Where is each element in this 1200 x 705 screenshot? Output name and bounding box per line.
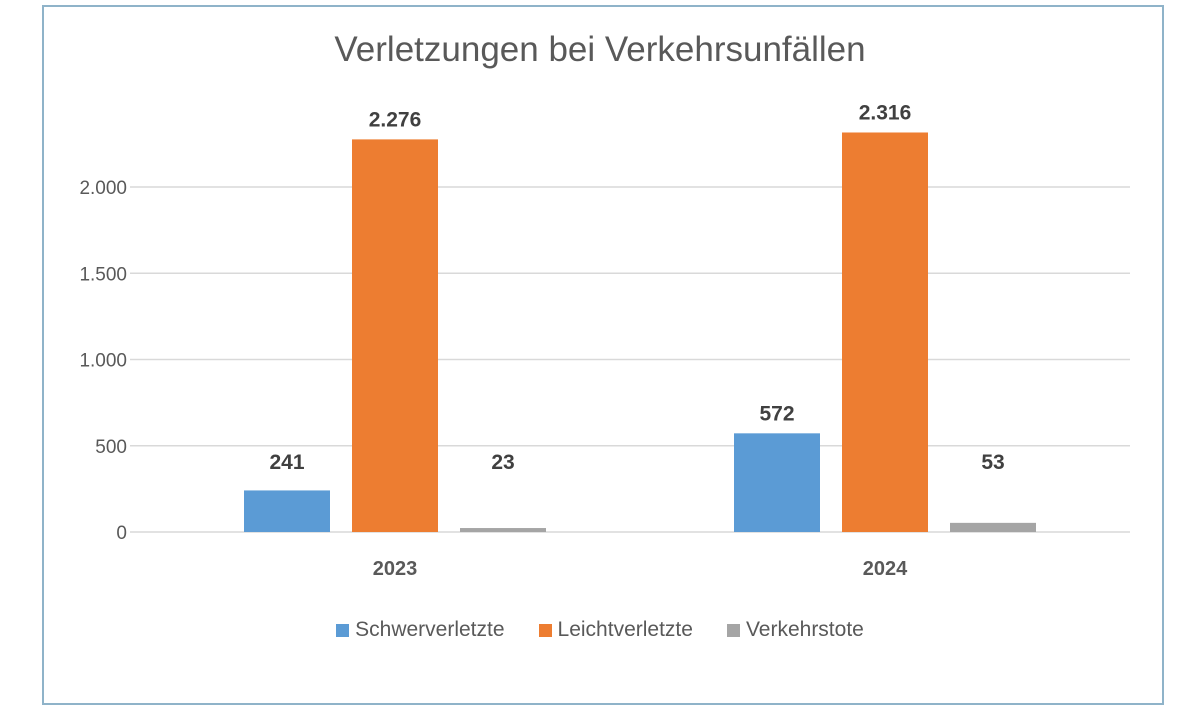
y-tick-label: 1.000 xyxy=(79,351,127,372)
x-tick-label: 2023 xyxy=(373,558,418,580)
legend-swatch xyxy=(726,623,740,637)
data-label: 23 xyxy=(491,451,514,474)
bar-leichtverletzte-2024 xyxy=(842,132,928,533)
data-label: 572 xyxy=(759,402,794,425)
bar-verkehrstote-2023 xyxy=(460,528,546,532)
y-tick-label: 1.500 xyxy=(79,264,127,285)
legend-label: Schwerverletzte xyxy=(355,618,505,641)
legend-item: Schwerverletzte xyxy=(336,618,505,642)
legend-swatch xyxy=(538,623,552,637)
legend-label: Verkehrstote xyxy=(745,618,864,641)
y-tick-label: 0 xyxy=(116,523,127,544)
legend: Schwerverletzte Leichtverletzte Verkehrsto… xyxy=(0,618,1200,642)
legend-label: Leichtverletzte xyxy=(557,618,693,641)
y-tick-label: 500 xyxy=(95,437,127,458)
data-label: 2.276 xyxy=(369,108,422,131)
data-label: 2.316 xyxy=(859,101,912,124)
chart-frame xyxy=(42,5,1164,705)
bar-schwerverletzte-2023 xyxy=(244,490,330,532)
bar-leichtverletzte-2023 xyxy=(352,139,438,532)
legend-item: Verkehrstote xyxy=(726,618,864,642)
legend-swatch xyxy=(336,623,350,637)
y-tick-label: 2.000 xyxy=(79,178,127,199)
bar-schwerverletzte-2024 xyxy=(734,433,820,532)
legend-item: Leichtverletzte xyxy=(538,618,693,642)
bar-chart: 0 500 1.000 1.500 2.000 2023 241 2.276 23 2024 572… xyxy=(79,101,1130,580)
x-tick-label: 2024 xyxy=(863,558,908,580)
data-label: 53 xyxy=(981,451,1004,474)
bar-verkehrstote-2024 xyxy=(950,522,1036,532)
data-label: 241 xyxy=(269,451,304,474)
chart-title: Verletzungen bei Verkehrsunfällen xyxy=(334,30,866,69)
